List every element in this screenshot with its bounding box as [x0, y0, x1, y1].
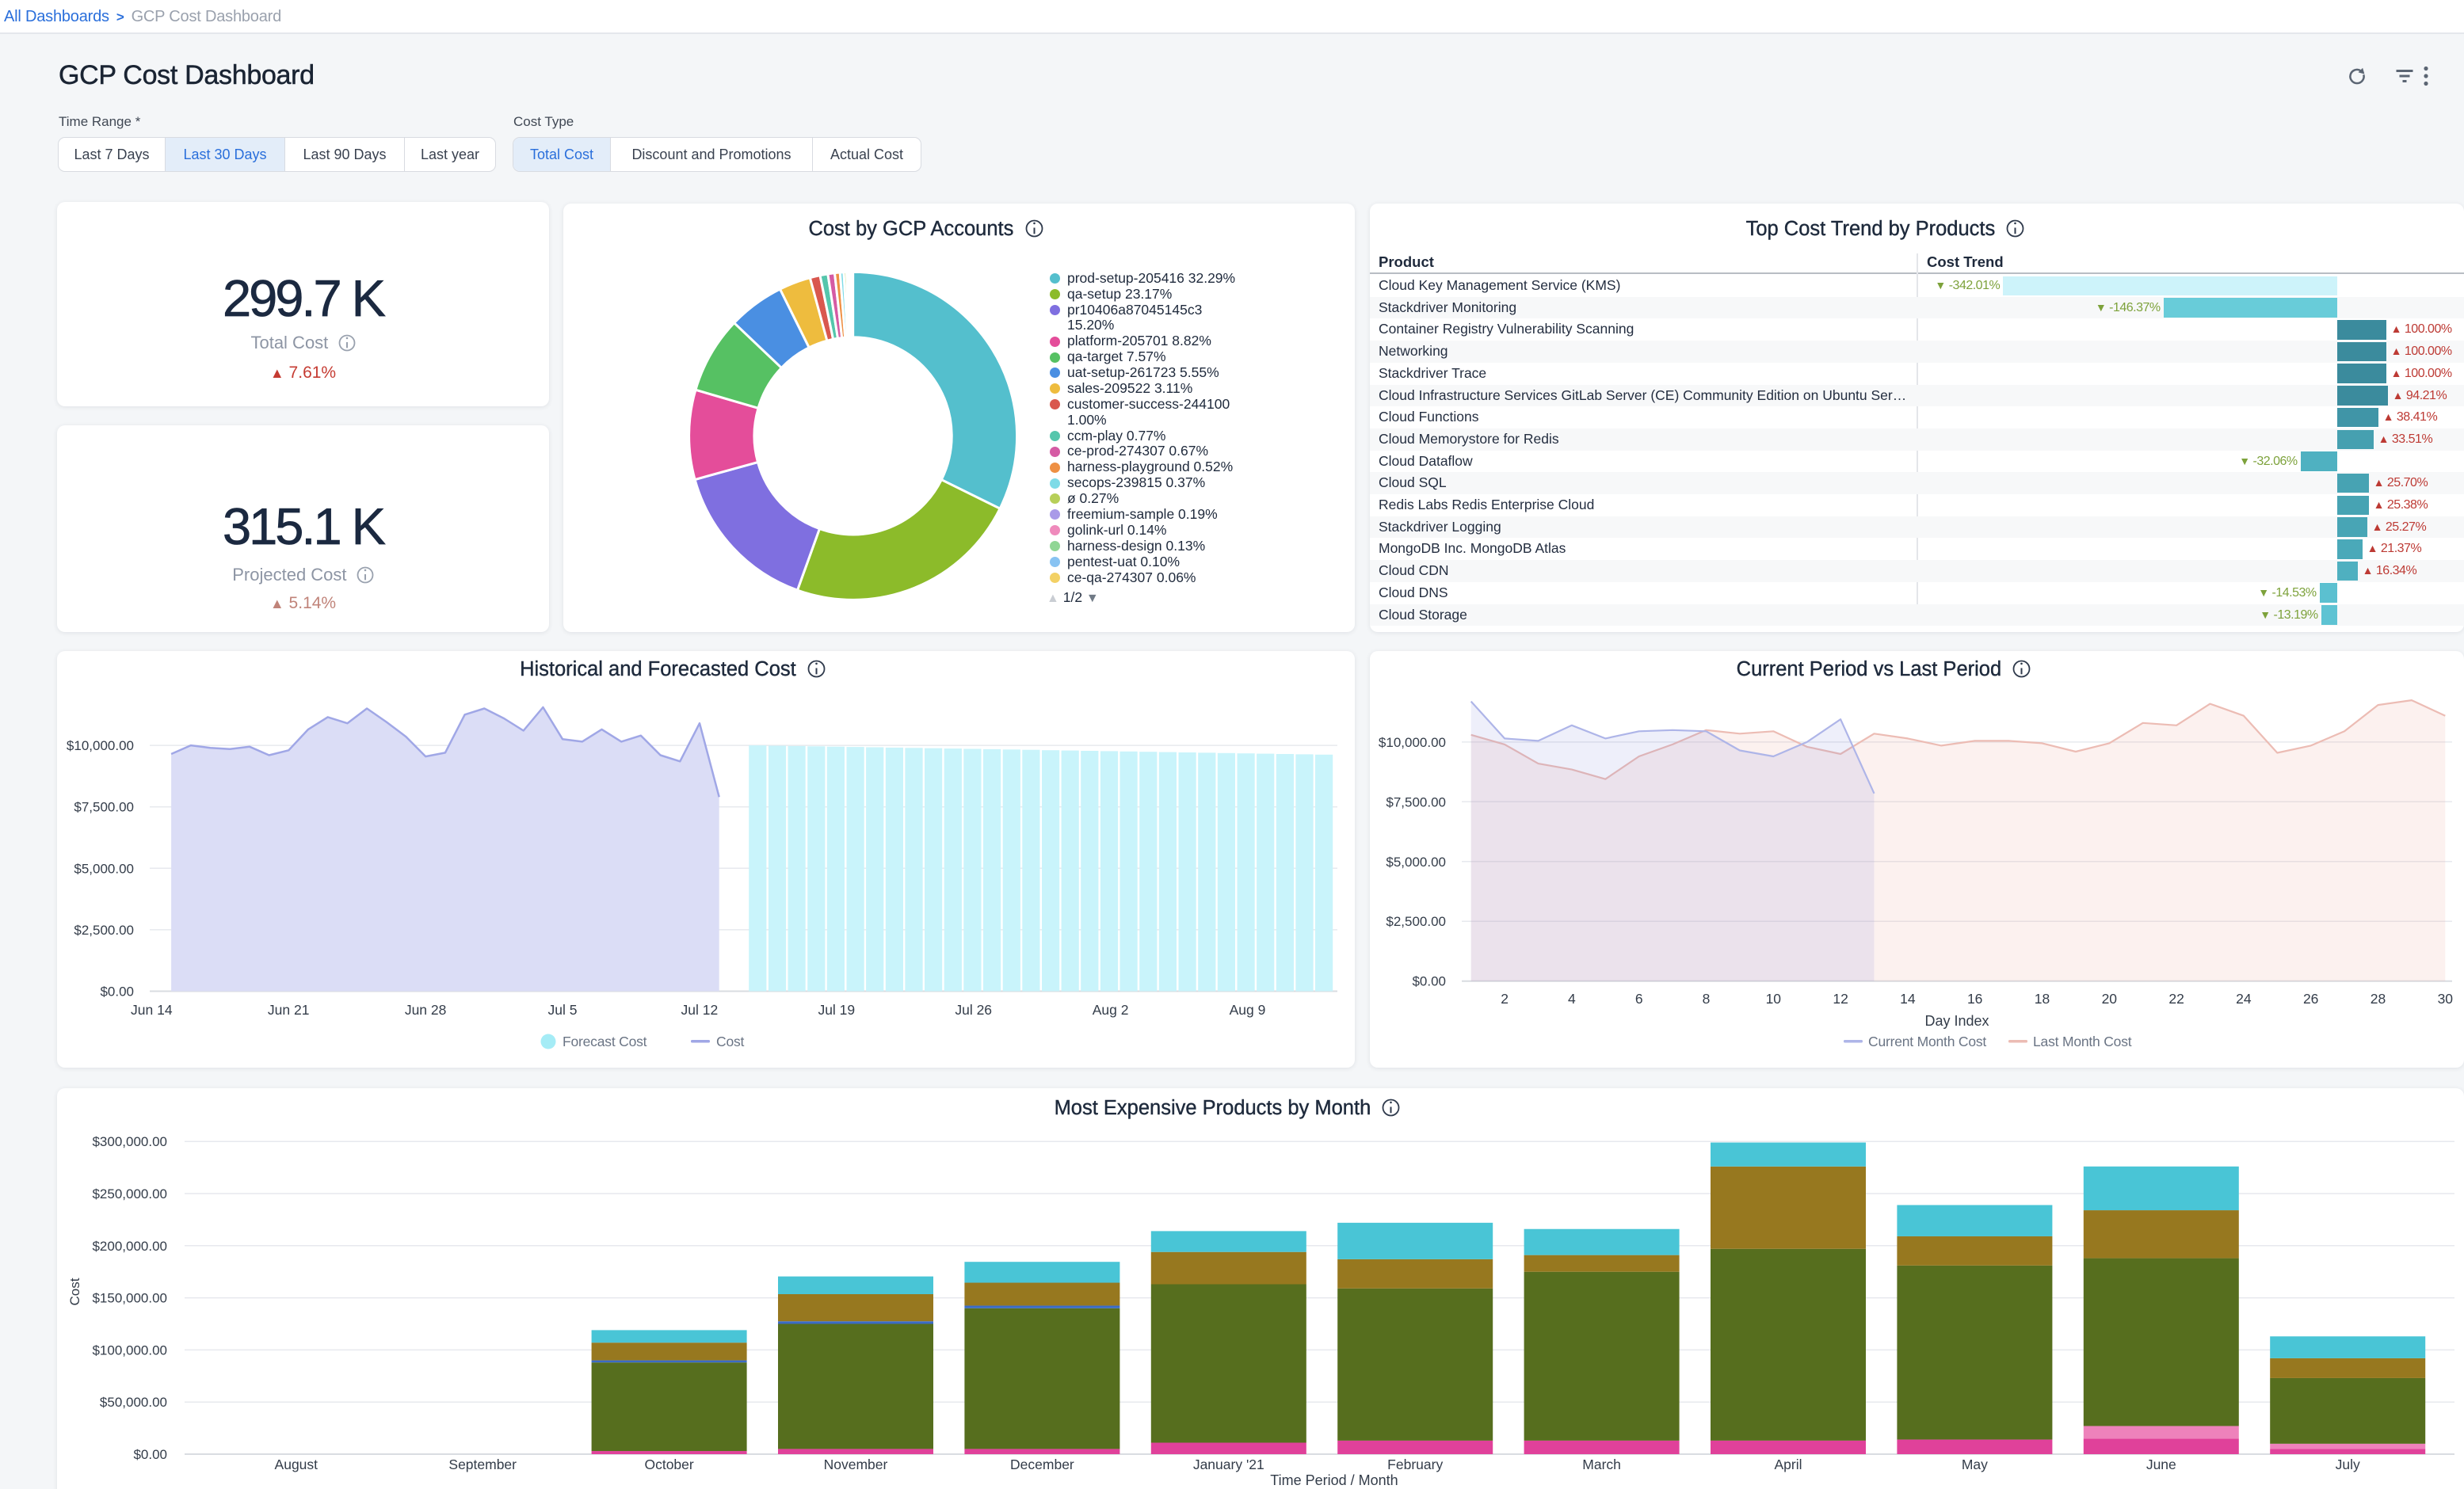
- svg-text:4: 4: [1568, 991, 1576, 1007]
- svg-text:Time Period / Month: Time Period / Month: [1270, 1472, 1398, 1488]
- svg-text:22: 22: [2168, 991, 2184, 1007]
- svg-text:$50,000.00: $50,000.00: [100, 1395, 167, 1410]
- svg-text:July: July: [2336, 1457, 2360, 1472]
- svg-text:6: 6: [1635, 991, 1643, 1007]
- svg-text:June: June: [2146, 1457, 2176, 1472]
- svg-text:February: February: [1387, 1457, 1443, 1472]
- svg-text:Jul 5: Jul 5: [548, 1002, 578, 1018]
- svg-text:$250,000.00: $250,000.00: [92, 1186, 167, 1201]
- svg-text:December: December: [1010, 1457, 1074, 1472]
- svg-text:18: 18: [2035, 991, 2050, 1007]
- svg-text:Aug 9: Aug 9: [1230, 1002, 1266, 1018]
- svg-text:$300,000.00: $300,000.00: [92, 1134, 167, 1149]
- svg-text:Aug 2: Aug 2: [1093, 1002, 1129, 1018]
- svg-text:$10,000.00: $10,000.00: [1379, 735, 1446, 750]
- svg-text:$5,000.00: $5,000.00: [74, 861, 134, 876]
- svg-text:$0.00: $0.00: [1412, 974, 1446, 989]
- svg-text:26: 26: [2303, 991, 2318, 1007]
- svg-text:October: October: [644, 1457, 693, 1472]
- svg-text:14: 14: [1900, 991, 1916, 1007]
- svg-text:28: 28: [2371, 991, 2386, 1007]
- svg-text:30: 30: [2438, 991, 2454, 1007]
- svg-text:$2,500.00: $2,500.00: [74, 923, 134, 938]
- svg-text:$2,500.00: $2,500.00: [1386, 914, 1446, 929]
- svg-text:August: August: [275, 1457, 318, 1472]
- svg-text:April: April: [1774, 1457, 1802, 1472]
- svg-text:November: November: [824, 1457, 888, 1472]
- svg-text:10: 10: [1766, 991, 1782, 1007]
- svg-text:$10,000.00: $10,000.00: [67, 738, 134, 753]
- svg-text:January '21: January '21: [1193, 1457, 1264, 1472]
- svg-text:$150,000.00: $150,000.00: [92, 1291, 167, 1306]
- svg-text:Cost: Cost: [67, 1278, 82, 1305]
- svg-text:March: March: [1582, 1457, 1621, 1472]
- svg-text:20: 20: [2102, 991, 2118, 1007]
- svg-text:$7,500.00: $7,500.00: [74, 800, 134, 815]
- svg-text:Day Index: Day Index: [1924, 1013, 1989, 1029]
- svg-text:Jun 14: Jun 14: [131, 1002, 173, 1018]
- svg-text:8: 8: [1703, 991, 1711, 1007]
- svg-text:12: 12: [1833, 991, 1848, 1007]
- svg-text:$7,500.00: $7,500.00: [1386, 794, 1446, 809]
- svg-text:24: 24: [2236, 991, 2252, 1007]
- svg-text:Last Month Cost: Last Month Cost: [2033, 1034, 2132, 1049]
- svg-text:$200,000.00: $200,000.00: [92, 1239, 167, 1254]
- svg-text:Jul 19: Jul 19: [818, 1002, 855, 1018]
- svg-text:May: May: [1962, 1457, 1988, 1472]
- svg-text:$0.00: $0.00: [133, 1447, 167, 1462]
- svg-text:Jul 26: Jul 26: [955, 1002, 992, 1018]
- svg-text:Cost: Cost: [716, 1034, 745, 1049]
- svg-text:$0.00: $0.00: [100, 984, 134, 1000]
- svg-text:Jun 21: Jun 21: [268, 1002, 310, 1018]
- svg-text:2: 2: [1501, 991, 1509, 1007]
- svg-text:Jul 12: Jul 12: [681, 1002, 719, 1018]
- svg-text:Forecast Cost: Forecast Cost: [563, 1034, 647, 1049]
- svg-text:Current Month Cost: Current Month Cost: [1868, 1034, 1986, 1049]
- svg-text:$100,000.00: $100,000.00: [92, 1342, 167, 1358]
- svg-text:September: September: [448, 1457, 517, 1472]
- svg-text:Jun 28: Jun 28: [405, 1002, 447, 1018]
- svg-text:$5,000.00: $5,000.00: [1386, 855, 1446, 870]
- svg-text:16: 16: [1967, 991, 1982, 1007]
